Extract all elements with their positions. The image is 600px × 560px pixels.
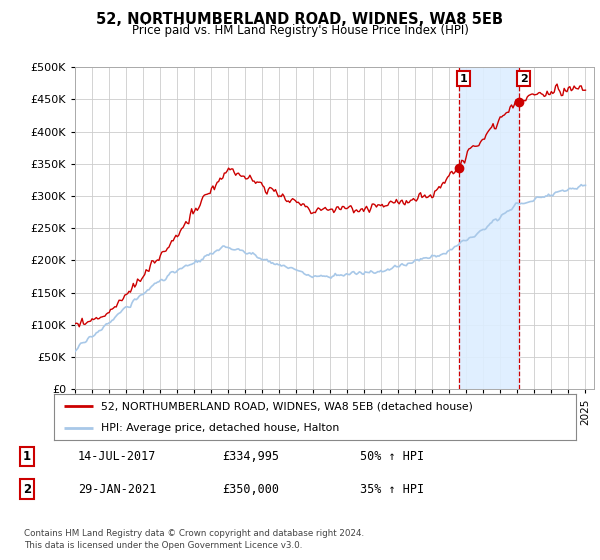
Text: 50% ↑ HPI: 50% ↑ HPI	[360, 450, 424, 463]
Text: 52, NORTHUMBERLAND ROAD, WIDNES, WA8 5EB (detached house): 52, NORTHUMBERLAND ROAD, WIDNES, WA8 5EB…	[101, 401, 473, 411]
Text: 2: 2	[23, 483, 31, 496]
Text: 2: 2	[520, 74, 527, 83]
Text: £334,995: £334,995	[222, 450, 279, 463]
Bar	[458, 67, 519, 389]
Text: 52, NORTHUMBERLAND ROAD, WIDNES, WA8 5EB: 52, NORTHUMBERLAND ROAD, WIDNES, WA8 5EB	[97, 12, 503, 27]
Text: HPI: Average price, detached house, Halton: HPI: Average price, detached house, Halt…	[101, 423, 339, 433]
Text: £350,000: £350,000	[222, 483, 279, 496]
Text: Contains HM Land Registry data © Crown copyright and database right 2024.
This d: Contains HM Land Registry data © Crown c…	[24, 529, 364, 550]
Text: 14-JUL-2017: 14-JUL-2017	[78, 450, 157, 463]
Text: 35% ↑ HPI: 35% ↑ HPI	[360, 483, 424, 496]
Text: Price paid vs. HM Land Registry's House Price Index (HPI): Price paid vs. HM Land Registry's House …	[131, 24, 469, 36]
Text: 29-JAN-2021: 29-JAN-2021	[78, 483, 157, 496]
Text: 1: 1	[23, 450, 31, 463]
Text: 1: 1	[460, 74, 467, 83]
